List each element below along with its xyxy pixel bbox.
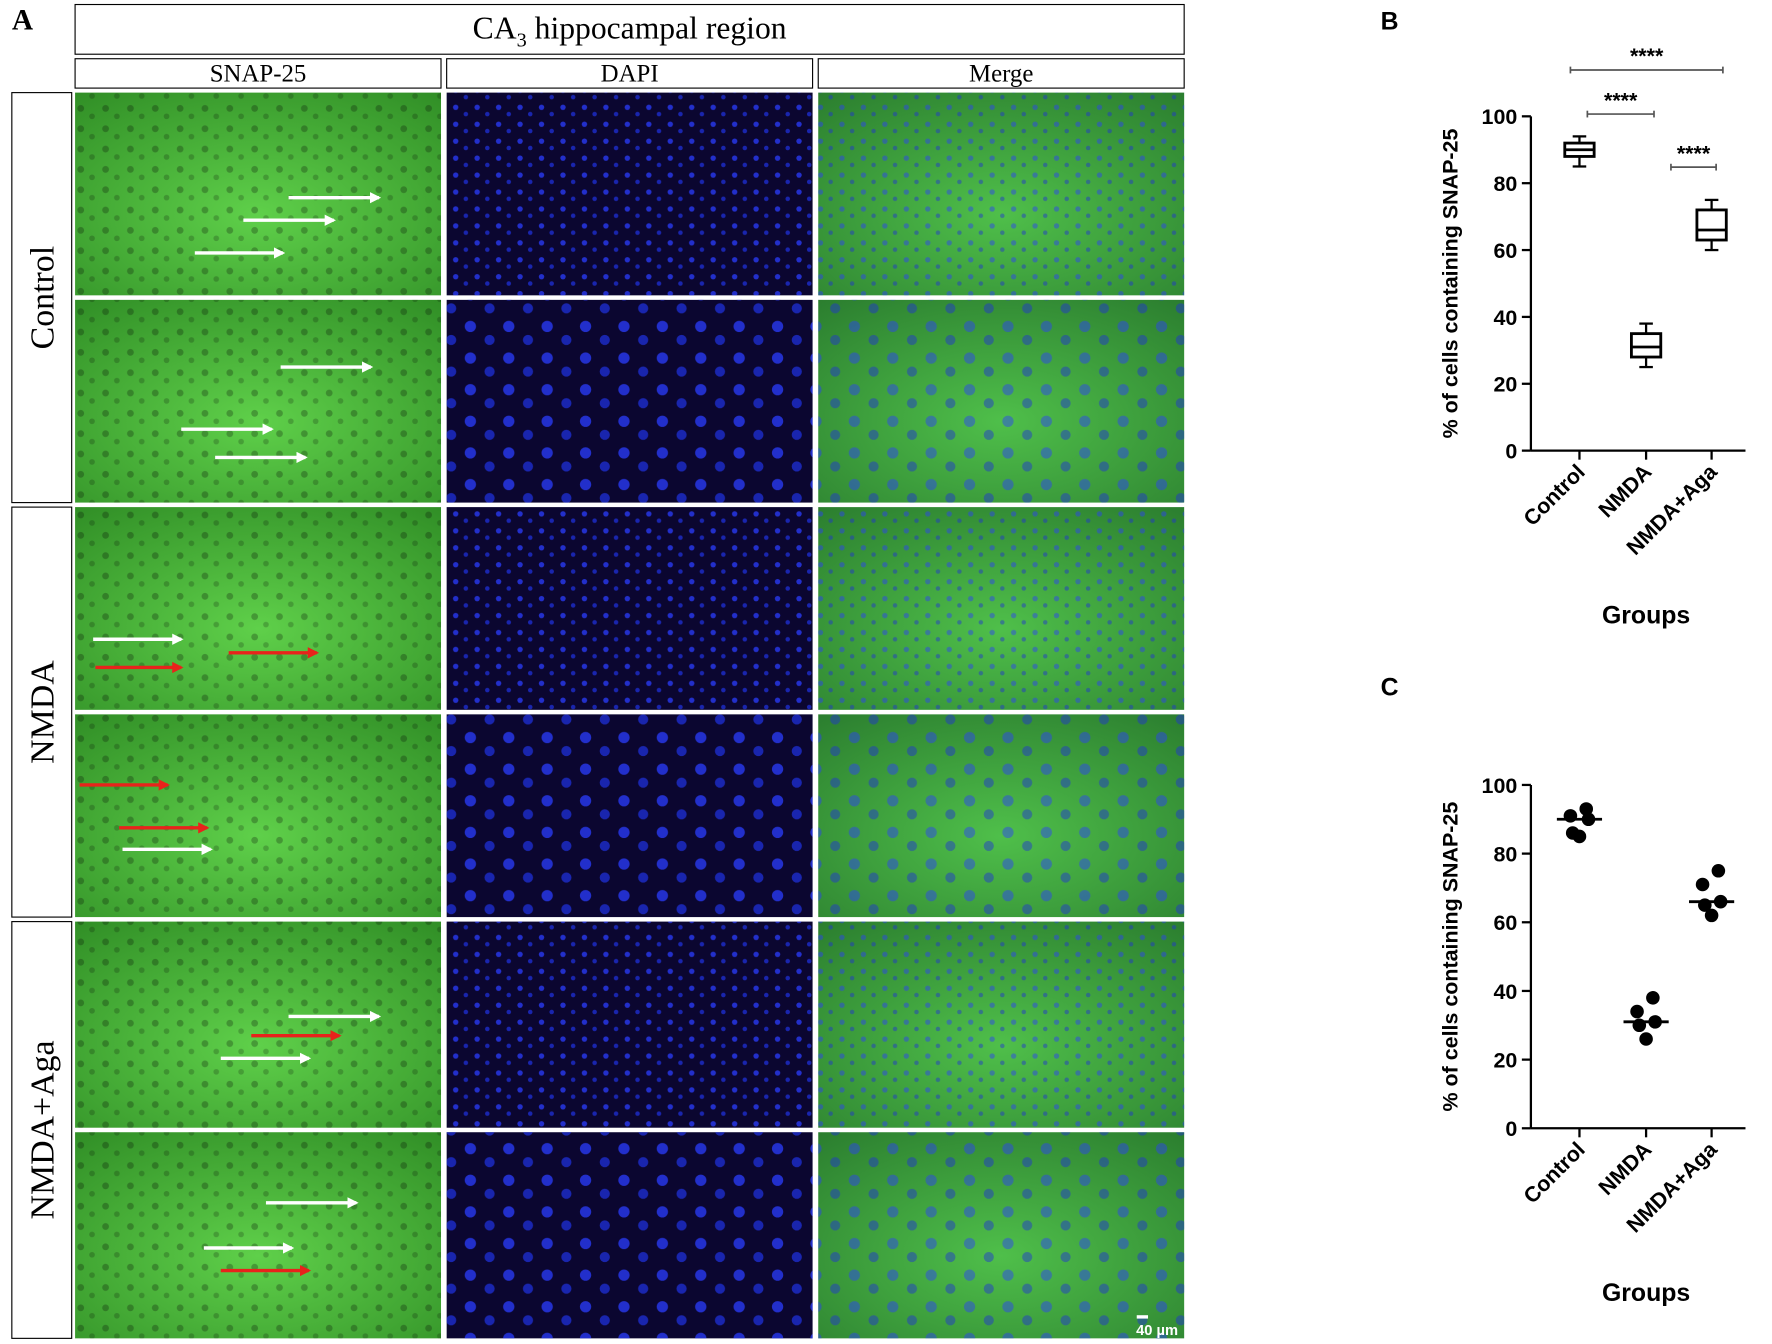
data-point (1579, 802, 1594, 816)
y-tick-label: 0 (1505, 1117, 1517, 1141)
data-point (1695, 877, 1710, 892)
column-header-box (74, 58, 442, 89)
panel-label: A (12, 4, 33, 36)
panel-label: B (1381, 8, 1399, 35)
x-tick-label: Control (1519, 1137, 1590, 1208)
y-axis-label: % of cells containing SNAP-25 (1438, 802, 1462, 1112)
title-main: CA (473, 10, 517, 45)
texture (818, 714, 1185, 918)
texture (446, 1132, 813, 1339)
y-tick-label: 40 (1493, 306, 1517, 330)
y-tick-label: 20 (1493, 373, 1517, 397)
data-point (1572, 829, 1587, 844)
data-point (1646, 991, 1660, 1005)
y-tick-label: 20 (1493, 1049, 1517, 1073)
data-point (1630, 1004, 1644, 1019)
y-axis-label: % of cells containing SNAP-25 (1438, 129, 1462, 439)
row-header-box (11, 921, 73, 1339)
x-axis-label: Groups (1602, 602, 1690, 629)
row-header: Control (25, 246, 62, 350)
texture (446, 92, 813, 296)
y-tick-label: 100 (1482, 774, 1518, 798)
significance-label: **** (1630, 44, 1664, 68)
data-point (1711, 864, 1726, 878)
texture (75, 714, 442, 918)
x-axis-label: Groups (1602, 1280, 1690, 1307)
texture (446, 299, 813, 503)
column-header-box (817, 58, 1185, 89)
row-header-box (11, 92, 73, 504)
texture (75, 921, 442, 1128)
texture (75, 507, 442, 710)
texture (818, 92, 1185, 296)
texture (75, 1132, 442, 1339)
column-header-box (446, 58, 814, 89)
row-header: NMDA+Aga (25, 1040, 62, 1219)
y-tick-label: 0 (1505, 440, 1517, 464)
box (1695, 208, 1728, 242)
panel-title: CA3 hippocampal region (473, 10, 787, 51)
texture (818, 507, 1185, 710)
y-tick-label: 100 (1482, 105, 1518, 129)
title-subscript: 3 (517, 29, 527, 51)
data-point (1704, 908, 1719, 923)
x-tick-label: Control (1519, 460, 1590, 531)
texture (446, 507, 813, 710)
title-box (74, 3, 1185, 55)
texture (818, 299, 1185, 503)
texture (818, 1132, 1185, 1339)
texture (446, 921, 813, 1128)
panel-a: A CA3 hippocampal region (12, 3, 1185, 55)
row-header-box (11, 506, 73, 918)
significance-label: **** (1677, 141, 1711, 165)
y-tick-label: 80 (1493, 843, 1517, 867)
data-point (1639, 1032, 1653, 1046)
significance-label: **** (1604, 88, 1638, 112)
x-tick-label: NMDA (1594, 460, 1656, 522)
panel-label: C (1381, 675, 1399, 702)
y-tick-label: 40 (1493, 980, 1517, 1004)
y-tick-label: 60 (1493, 239, 1517, 263)
texture (75, 299, 442, 503)
title-rest: hippocampal region (527, 10, 787, 45)
y-tick-label: 80 (1493, 172, 1517, 196)
column-header: Merge (969, 60, 1033, 87)
row-header: NMDA (25, 660, 62, 764)
texture (818, 921, 1185, 1128)
box (1630, 332, 1663, 359)
scale-bar-label: 40 µm (1136, 1323, 1178, 1339)
texture (446, 714, 813, 918)
x-tick-label: NMDA (1594, 1137, 1656, 1199)
column-header: SNAP-25 (210, 60, 307, 87)
y-tick-label: 60 (1493, 911, 1517, 935)
column-header: DAPI (601, 60, 659, 87)
texture (75, 92, 442, 296)
